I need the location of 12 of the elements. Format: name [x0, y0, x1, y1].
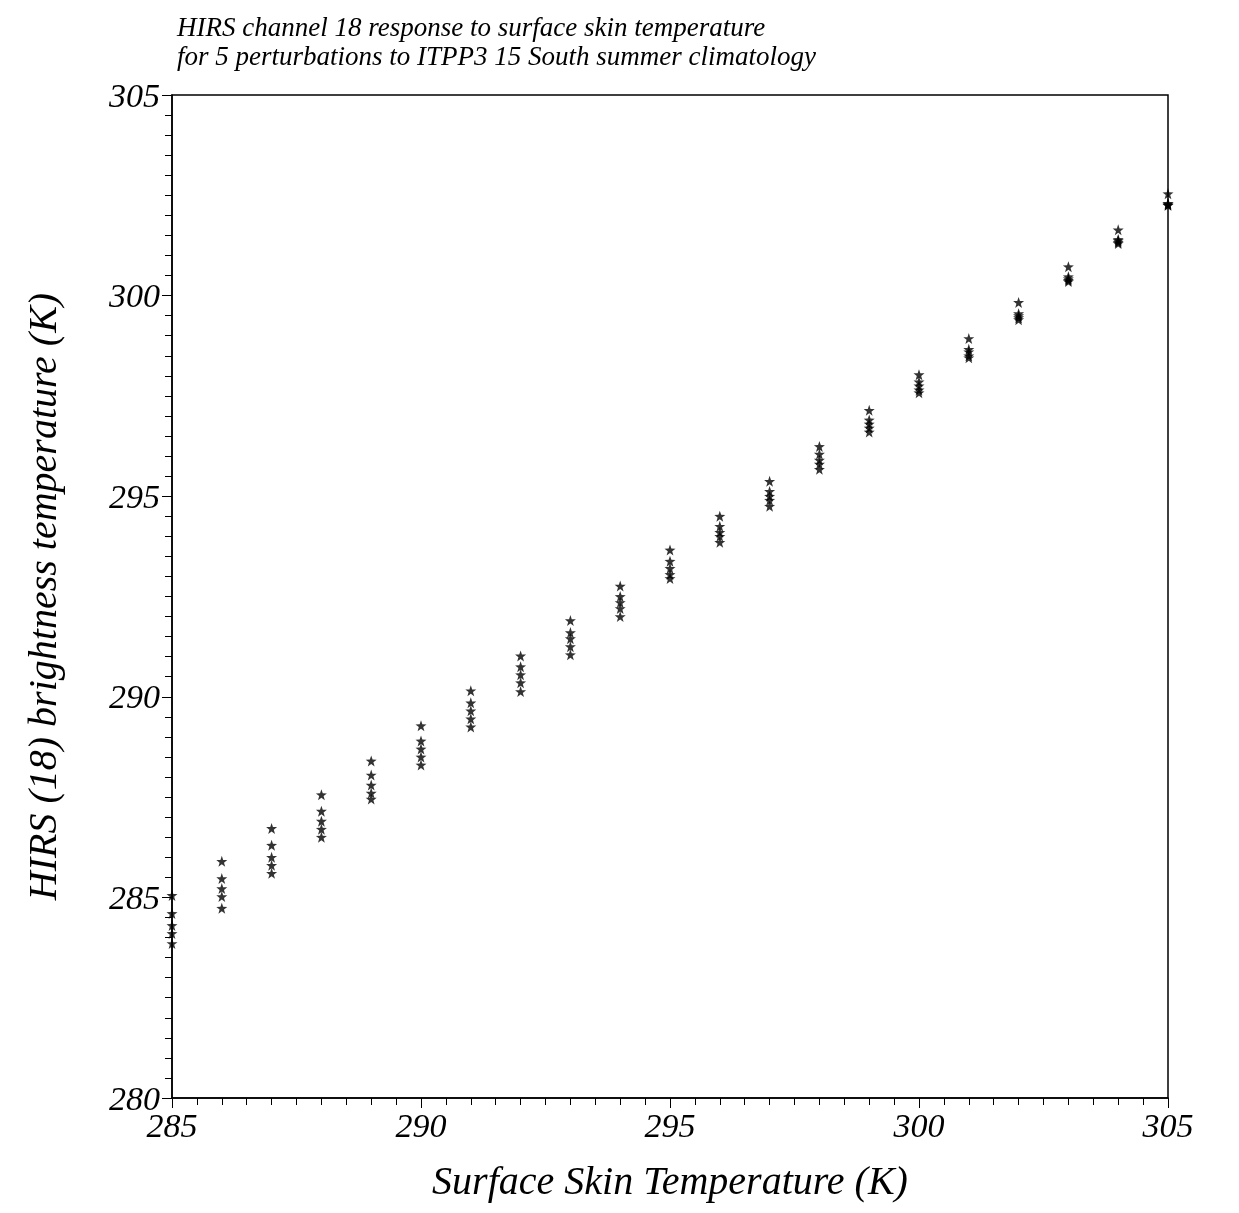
y-tick-label: 305: [108, 76, 160, 114]
y-tick-label: 300: [108, 277, 160, 315]
x-tick-label: 290: [395, 1106, 447, 1144]
x-tick-label: 305: [1141, 1106, 1194, 1144]
x-tick-label: 295: [644, 1106, 696, 1144]
y-tick-label: 285: [109, 878, 160, 916]
y-axis-title: HIRS (18) brightness temperature (K): [19, 292, 65, 902]
x-tick-label: 300: [892, 1106, 945, 1144]
y-tick-label: 290: [109, 678, 160, 716]
chart-title: HIRS channel 18 response to surface skin temperature: [176, 11, 766, 42]
y-tick-label: 295: [109, 477, 160, 515]
x-axis-title: Surface Skin Temperature (K): [432, 1157, 908, 1203]
